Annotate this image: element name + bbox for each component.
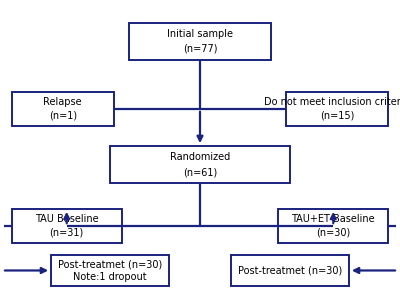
Text: (n=30): (n=30) [316,228,350,238]
Text: Initial sample: Initial sample [167,29,233,39]
Text: Post-treatmet (n=30): Post-treatmet (n=30) [238,265,342,275]
Text: (n=31): (n=31) [50,228,84,238]
Text: (n=61): (n=61) [183,167,217,177]
Text: TAU Baseline: TAU Baseline [35,214,98,224]
FancyBboxPatch shape [12,209,122,243]
Text: Do not meet inclusion criteria: Do not meet inclusion criteria [264,97,400,107]
Text: Randomized: Randomized [170,152,230,162]
Text: (n=1): (n=1) [49,111,77,121]
FancyBboxPatch shape [231,255,349,286]
FancyBboxPatch shape [12,92,114,126]
Text: Note:1 dropout: Note:1 dropout [73,272,147,282]
Text: TAU+ET Baseline: TAU+ET Baseline [292,214,375,224]
Text: Post-treatmet (n=30): Post-treatmet (n=30) [58,259,162,269]
FancyBboxPatch shape [51,255,169,286]
Text: (n=77): (n=77) [183,44,217,54]
FancyBboxPatch shape [130,23,270,60]
FancyBboxPatch shape [286,92,388,126]
FancyBboxPatch shape [110,146,290,183]
FancyBboxPatch shape [278,209,388,243]
Text: Relapse: Relapse [44,97,82,107]
Text: (n=15): (n=15) [320,111,354,121]
